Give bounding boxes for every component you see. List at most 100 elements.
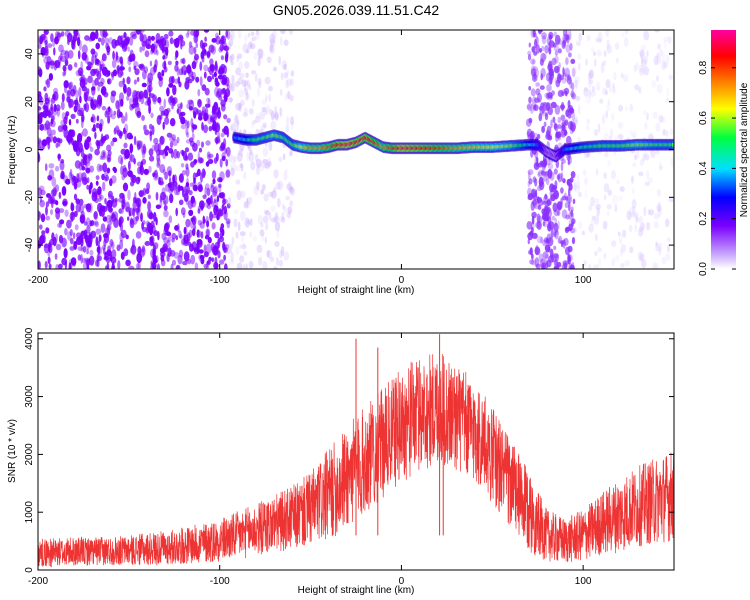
- heatmap-noise-cell: [159, 105, 165, 113]
- heatmap-noise-cell: [49, 195, 55, 204]
- heatmap-noise-cell: [78, 87, 82, 97]
- heatmap-noise-cell: [141, 222, 145, 230]
- heatmap-noise-cell: [242, 112, 249, 117]
- heatmap-noise-cell: [546, 84, 552, 92]
- heatmap-noise-cell: [213, 157, 218, 164]
- heatmap-noise-cell: [545, 92, 550, 100]
- heatmap-noise-cell: [553, 231, 557, 238]
- heatmap-noise-cell: [546, 36, 552, 46]
- heatmap-noise-cell: [201, 55, 205, 63]
- heatmap-noise-cell: [539, 85, 545, 90]
- heatmap-noise-cell: [619, 186, 625, 193]
- heatmap-noise-cell: [86, 249, 89, 255]
- heatmap-noise-cell: [643, 150, 647, 158]
- heatmap-noise-cell: [95, 180, 99, 186]
- heatmap-noise-cell: [233, 218, 238, 228]
- heatmap-noise-cell: [50, 97, 56, 104]
- heatmap-noise-cell: [290, 116, 294, 126]
- heatmap-noise-cell: [629, 212, 636, 218]
- heatmap-noise-cell: [568, 211, 574, 221]
- heatmap-noise-cell: [243, 107, 248, 115]
- heatmap-noise-cell: [666, 130, 669, 138]
- heatmap-noise-cell: [205, 140, 211, 146]
- heatmap-noise-cell: [290, 121, 294, 130]
- heatmap-noise-cell: [91, 115, 97, 124]
- heatmap-noise-cell: [571, 119, 578, 124]
- heatmap-noise-cell: [543, 237, 549, 243]
- heatmap-noise-cell: [639, 256, 644, 262]
- heatmap-noise-cell: [179, 234, 183, 240]
- heatmap-noise-cell: [650, 148, 656, 159]
- heatmap-noise-cell: [638, 227, 644, 237]
- heatmap-noise-cell: [196, 108, 199, 115]
- heatmap-noise-cell: [283, 63, 287, 71]
- heatmap-noise-cell: [92, 99, 99, 108]
- heatmap-noise-cell: [595, 233, 598, 242]
- x-tick-label: 0: [399, 275, 405, 286]
- heatmap-noise-cell: [51, 129, 56, 136]
- heatmap-noise-cell: [281, 212, 285, 220]
- heatmap-noise-cell: [203, 112, 209, 122]
- heatmap-noise-cell: [530, 88, 536, 97]
- heatmap-noise-cell: [632, 205, 636, 216]
- heatmap-noise-cell: [287, 90, 291, 100]
- heatmap-noise-cell: [544, 254, 549, 263]
- heatmap-noise-cell: [166, 87, 170, 97]
- heatmap-noise-cell: [165, 231, 172, 236]
- heatmap-noise-cell: [586, 34, 591, 42]
- heatmap-noise-cell: [233, 209, 239, 214]
- heatmap-noise-cell: [166, 253, 170, 263]
- heatmap-noise-cell: [573, 179, 578, 190]
- heatmap-noise-cell: [53, 87, 59, 94]
- heatmap-noise-cell: [82, 77, 88, 86]
- heatmap-noise-cell: [535, 263, 541, 269]
- heatmap-noise-cell: [647, 209, 651, 216]
- heatmap-noise-cell: [169, 136, 175, 143]
- heatmap-noise-cell: [82, 245, 87, 253]
- heatmap-noise-cell: [147, 72, 154, 83]
- heatmap-noise-cell: [145, 188, 150, 195]
- heatmap-noise-cell: [52, 236, 57, 247]
- heatmap-noise-cell: [194, 262, 199, 269]
- heatmap-noise-cell: [58, 138, 63, 144]
- snr-panel: -200 -100 0 100 0 1000 2000 3000 4000 Height of…: [7, 327, 675, 596]
- heatmap-noise-cell: [638, 86, 642, 94]
- heatmap-noise-cell: [198, 249, 204, 254]
- heatmap-noise-cell: [577, 53, 582, 60]
- heatmap-noise-cell: [646, 170, 650, 180]
- heatmap-noise-cell: [287, 181, 293, 191]
- heatmap-noise-cell: [70, 201, 74, 211]
- heatmap-noise-cell: [230, 123, 237, 132]
- heatmap-noise-cell: [160, 259, 166, 267]
- heatmap-noise-cell: [262, 215, 269, 224]
- heatmap-noise-cell: [77, 67, 84, 76]
- heatmap-noise-cell: [223, 205, 227, 215]
- heatmap-noise-cell: [89, 249, 94, 256]
- heatmap-noise-cell: [565, 196, 569, 201]
- heatmap-noise-cell: [50, 209, 53, 216]
- heatmap-noise-cell: [633, 211, 639, 219]
- heatmap-noise-cell: [223, 114, 228, 120]
- heatmap-noise-cell: [552, 202, 558, 213]
- heatmap-noise-cell: [283, 251, 290, 261]
- heatmap-noise-cell: [607, 98, 611, 106]
- heatmap-noise-cell: [144, 129, 150, 136]
- heatmap-noise-cell: [639, 215, 643, 226]
- heatmap-noise-cell: [631, 199, 637, 209]
- heatmap-noise-cell: [159, 197, 163, 208]
- heatmap-noise-cell: [227, 196, 232, 206]
- heatmap-noise-cell: [527, 54, 532, 61]
- x-tick-label: -200: [28, 576, 48, 587]
- heatmap-noise-cell: [255, 30, 260, 40]
- heatmap-noise-cell: [89, 255, 95, 266]
- heatmap-noise-cell: [54, 60, 61, 69]
- heatmap-noise-cell: [528, 178, 533, 185]
- heatmap-noise-cell: [107, 115, 111, 124]
- heatmap-noise-cell: [91, 54, 95, 66]
- heatmap-noise-cell: [176, 67, 180, 77]
- heatmap-noise-cell: [156, 97, 162, 104]
- heatmap-noise-cell: [557, 131, 562, 141]
- heatmap-noise-cell: [632, 162, 637, 168]
- heatmap-noise-cell: [526, 221, 533, 230]
